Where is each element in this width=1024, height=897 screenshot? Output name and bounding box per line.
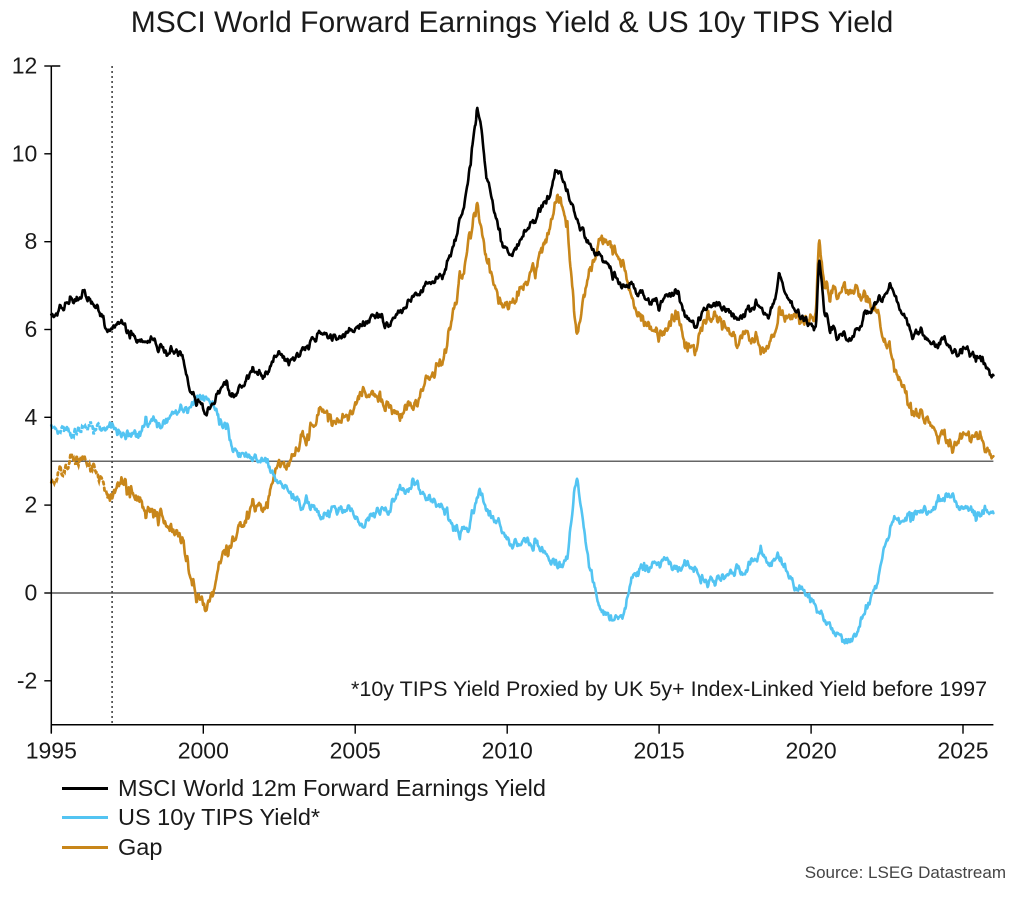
svg-text:6: 6 (25, 316, 38, 342)
svg-text:2025: 2025 (937, 738, 988, 764)
svg-text:2015: 2015 (634, 738, 685, 764)
svg-text:2000: 2000 (178, 738, 229, 764)
svg-text:2005: 2005 (330, 738, 381, 764)
svg-text:2020: 2020 (786, 738, 837, 764)
svg-text:10: 10 (12, 140, 38, 166)
svg-text:0: 0 (25, 580, 38, 606)
svg-text:2: 2 (25, 492, 38, 518)
svg-text:1995: 1995 (26, 738, 77, 764)
svg-text:12: 12 (12, 53, 38, 79)
svg-text:2010: 2010 (482, 738, 533, 764)
svg-text:-2: -2 (17, 667, 37, 693)
svg-text:4: 4 (25, 404, 38, 430)
svg-text:8: 8 (25, 228, 38, 254)
